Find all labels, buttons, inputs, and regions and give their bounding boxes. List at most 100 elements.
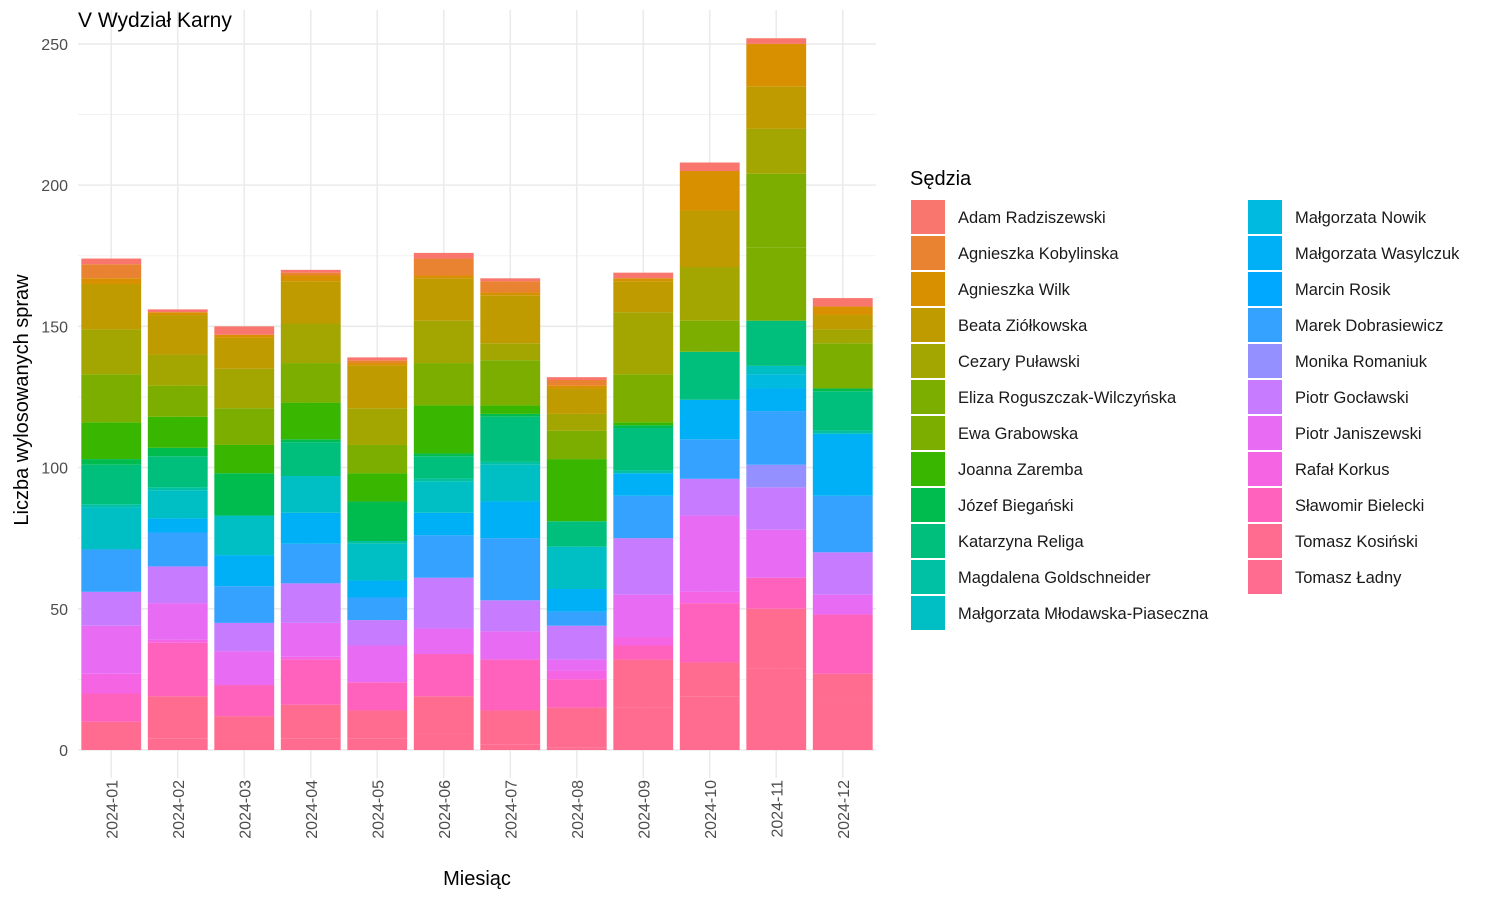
x-tick-label: 2024-03 [237, 780, 254, 839]
bar-segment [480, 464, 541, 502]
bar-segment [81, 283, 142, 330]
bar-segment [280, 622, 341, 657]
bar-segment [347, 645, 408, 683]
x-tick-label: 2024-02 [171, 780, 188, 839]
bar-segment [746, 374, 807, 389]
bar-segment [147, 309, 208, 313]
bar-segment [214, 368, 275, 409]
bar-segment [746, 577, 807, 609]
legend-label: Małgorzata Nowik [1295, 209, 1427, 227]
bar-segment [347, 543, 408, 581]
bar-segment [613, 659, 674, 708]
bar-segment [347, 444, 408, 474]
bar-segment [679, 170, 740, 211]
bar-segment [546, 611, 607, 626]
bar-segment [480, 659, 541, 711]
y-axis-title: Liczba wylosowanych spraw [11, 274, 33, 526]
bar-segment [214, 555, 275, 587]
bar-segment [147, 447, 208, 457]
bar-segment [679, 320, 740, 352]
bar-segment [81, 721, 142, 750]
bar-segment [413, 320, 474, 364]
legend-label: Marek Dobrasiewicz [1295, 317, 1444, 335]
bar-segment [546, 707, 607, 748]
bar-segment [147, 487, 208, 491]
legend-swatch [1248, 200, 1282, 234]
bar-segment [280, 583, 341, 623]
bar-segment [81, 625, 142, 674]
bar-segment [679, 696, 740, 750]
legend-label: Joanna Zaremba [958, 461, 1084, 479]
bar-segment [812, 343, 873, 389]
bar-segment [214, 473, 275, 516]
legend-swatch [911, 560, 945, 594]
bar-segment [81, 374, 142, 423]
legend-swatch [911, 200, 945, 234]
bar-segment [679, 591, 740, 604]
bar-segment [413, 577, 474, 629]
bar-segment [546, 546, 607, 590]
bar-segment [413, 696, 474, 734]
bar-segment [147, 566, 208, 604]
bar-segment [147, 696, 208, 739]
bar-segment [546, 521, 607, 547]
bar-segment [746, 320, 807, 366]
bar-segment [147, 738, 208, 750]
bar-segment [347, 738, 408, 750]
bar-segment [280, 281, 341, 324]
legend-label: Beata Ziółkowska [958, 317, 1088, 335]
bar-segment [546, 459, 607, 522]
bar-segment [746, 608, 807, 669]
bar-segment [147, 456, 208, 488]
bar-segment [81, 549, 142, 592]
legend-label: Adam Radziszewski [958, 209, 1106, 227]
legend-swatch [911, 308, 945, 342]
bar-segment [413, 258, 474, 276]
bar-segment [347, 580, 408, 598]
legend-title: Sędzia [910, 168, 972, 190]
bar-segment [413, 535, 474, 578]
bar-segment [480, 413, 541, 417]
bar-segment [347, 408, 408, 445]
bar-segment [613, 428, 674, 471]
bar-segment [280, 363, 341, 403]
bar-segment [81, 258, 142, 265]
bar-segment [546, 377, 607, 380]
legend-swatch [911, 488, 945, 522]
bar-segment [347, 597, 408, 621]
bar-segment [480, 501, 541, 539]
bar-segment [613, 281, 674, 313]
bar-segment [81, 459, 142, 465]
bar-segment [280, 439, 341, 443]
bar-segment [480, 600, 541, 632]
bar-segment [480, 278, 541, 282]
bar-segment [480, 405, 541, 414]
bar-segment [147, 490, 208, 519]
bar-segment [613, 473, 674, 496]
y-axis-ticks: 0 50 100 150 200 250 [41, 37, 68, 760]
bar-segment [81, 464, 142, 505]
bar-segment [81, 673, 142, 694]
bar-segment [413, 405, 474, 454]
bar-segment [546, 413, 607, 431]
bar-segment [546, 659, 607, 671]
bar-segment [812, 594, 873, 615]
bar-segment [613, 707, 674, 750]
legend-label: Ewa Grabowska [958, 425, 1079, 443]
bar-segment [746, 43, 807, 87]
legend-swatch [911, 524, 945, 558]
bar-segment [347, 710, 408, 739]
x-tick-label: 2024-08 [570, 780, 587, 839]
bar-segment [546, 625, 607, 660]
bar-segment [746, 365, 807, 375]
legend-swatch [1248, 236, 1282, 270]
bars [81, 38, 873, 750]
legend-items: Adam Radziszewski Agnieszka Kobylinska Agn… [911, 200, 1460, 630]
bar-segment [214, 586, 275, 623]
bar-segment [347, 357, 408, 361]
legend-swatch [1248, 272, 1282, 306]
bar-segment [746, 388, 807, 412]
legend-swatch [1248, 344, 1282, 378]
bar-segment [613, 312, 674, 375]
bar-segment [812, 430, 873, 434]
